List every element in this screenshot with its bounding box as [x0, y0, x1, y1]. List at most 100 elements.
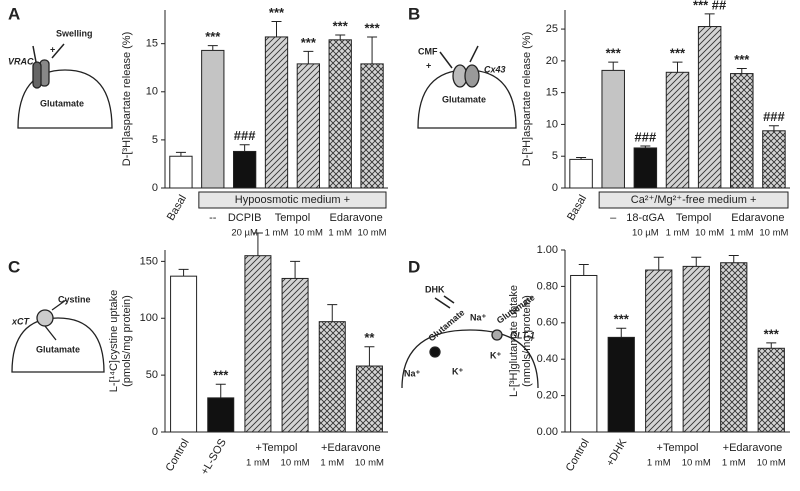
diagram-d — [401, 295, 539, 389]
bar — [645, 269, 673, 433]
y-tick-label: 150 — [140, 255, 158, 267]
diagram-c — [11, 299, 105, 373]
bar — [720, 262, 748, 433]
y-tick-label: 25 — [546, 23, 558, 35]
significance-label: ### — [763, 109, 785, 124]
error-bar — [175, 151, 186, 157]
error-bar — [335, 34, 346, 40]
y-axis-label: D-[³H]aspartate release (%) — [521, 32, 533, 167]
panel-label: C — [8, 257, 20, 276]
y-tick-label: 0 — [152, 182, 158, 194]
x-tick-label: Edaravone — [731, 212, 784, 224]
y-tick-label: 15 — [546, 87, 558, 99]
y-tick-label: 50 — [146, 369, 158, 381]
x-tick-label: -- — [209, 212, 217, 224]
error-bar — [672, 61, 683, 73]
diagram-label: DHK — [425, 284, 445, 294]
x-tick-label: – — [610, 212, 617, 224]
x-tick-label: Control — [164, 437, 192, 474]
y-axis-label: (pmols/mg protein) — [121, 295, 133, 387]
diagram-label: K⁺ — [452, 366, 463, 376]
bar — [757, 347, 785, 433]
error-bar — [578, 264, 589, 276]
significance-label: *** — [734, 52, 750, 67]
bar — [601, 69, 625, 189]
bar — [264, 36, 289, 189]
bar — [570, 274, 598, 433]
bar — [665, 71, 690, 189]
bar — [169, 155, 193, 189]
diagram-b — [417, 45, 517, 129]
error-bar — [367, 36, 378, 64]
y-tick-label: 1.00 — [537, 244, 558, 256]
error-bar — [178, 268, 189, 277]
error-bar — [728, 254, 739, 263]
error-bar — [364, 346, 375, 367]
panel-label: D — [408, 257, 420, 276]
diagram-label: Swelling — [56, 28, 93, 38]
y-axis-label: D-[³H]aspartate release (%) — [121, 32, 133, 167]
diagram-label: GLT-1 — [510, 330, 535, 340]
error-bar — [271, 21, 282, 37]
bracket-box — [198, 191, 387, 209]
diagram-label: VRAC — [8, 56, 34, 66]
significance-label: *** — [213, 368, 229, 383]
diagram-label: Na⁺ — [404, 368, 421, 378]
error-bar — [640, 145, 651, 148]
x-tick-label: DCPIB — [228, 212, 262, 224]
x-tick-label: +Edaravone — [321, 442, 381, 454]
bar — [170, 275, 198, 433]
diagram-a — [17, 43, 113, 129]
error-bar — [303, 50, 314, 64]
y-tick-label: 0 — [552, 182, 558, 194]
x-sublabel: 1 mM — [328, 228, 352, 239]
x-tick-label: Tempol — [676, 212, 711, 224]
bar — [633, 147, 658, 189]
x-tick-label: +L-SOS — [199, 437, 229, 477]
error-bar — [239, 144, 250, 152]
diagram-label: Na⁺ — [470, 312, 487, 322]
bar — [682, 265, 710, 433]
bar — [244, 255, 272, 433]
y-tick-label: 0.00 — [537, 426, 558, 438]
significance-label: ** — [364, 330, 375, 345]
x-sublabel: 10 mM — [294, 228, 323, 239]
y-tick-label: 0.20 — [537, 390, 558, 402]
diagram-label: Cystine — [58, 294, 91, 304]
significance-label: *** — [364, 20, 380, 35]
significance-label: *** — [670, 46, 686, 61]
x-tick-label: Basal — [565, 193, 589, 223]
bar — [360, 63, 384, 189]
significance-label: ### — [635, 129, 657, 144]
y-tick-label: 100 — [140, 312, 158, 324]
bracket-box — [598, 191, 789, 209]
x-sublabel: 1 mM — [666, 228, 690, 239]
bar — [607, 336, 635, 433]
bar — [569, 158, 593, 189]
error-bar — [704, 13, 715, 27]
x-tick-label: +Tempol — [256, 442, 298, 454]
diagram-label: K⁺ — [490, 350, 501, 360]
x-tick-label: Basal — [165, 193, 189, 223]
significance-label: *** — [764, 326, 780, 341]
diagram-label: CMF — [418, 46, 438, 56]
bar — [762, 130, 786, 189]
y-tick-label: 5 — [152, 134, 158, 146]
diagram-label: + — [426, 60, 431, 70]
x-tick-label: Edaravone — [330, 212, 383, 224]
y-tick-label: 0 — [152, 426, 158, 438]
diagram-label: Cx43 — [484, 64, 506, 74]
bar — [207, 397, 235, 433]
y-tick-label: 0.80 — [537, 280, 558, 292]
error-bar — [576, 156, 587, 160]
diagram-label: Glutamate — [40, 98, 84, 108]
x-sublabel: 10 µM — [632, 228, 659, 239]
diagram-label: Glutamate — [442, 94, 486, 104]
x-sublabel: 10 mM — [355, 458, 384, 469]
error-bar — [290, 260, 301, 279]
y-tick-label: 0.60 — [537, 317, 558, 329]
error-bar — [768, 125, 779, 131]
x-sublabel: 10 mM — [358, 228, 387, 239]
y-tick-label: 15 — [146, 38, 158, 50]
